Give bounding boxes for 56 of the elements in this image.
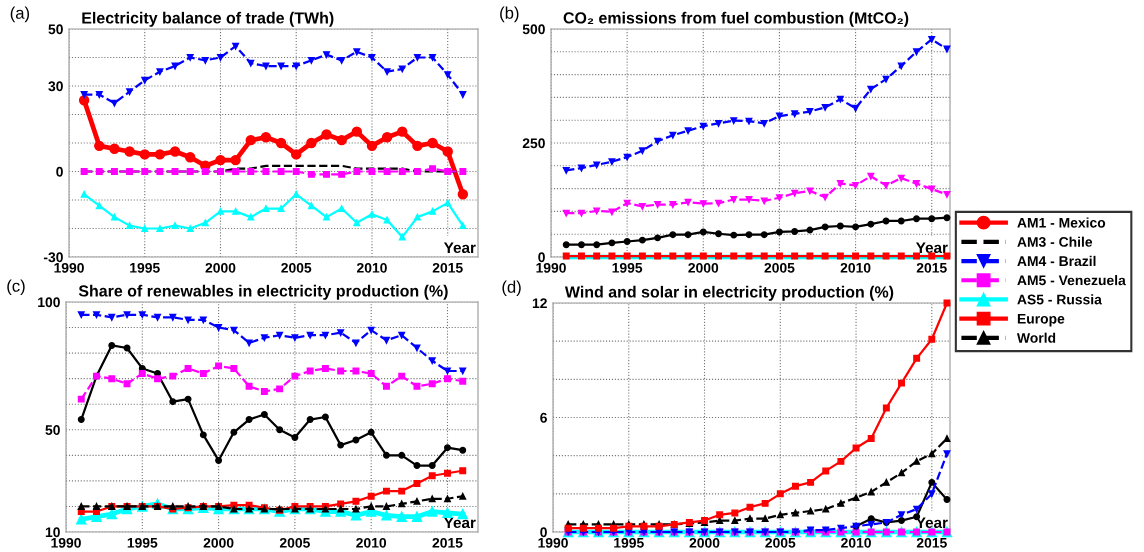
y-tick-label: 100: [38, 297, 60, 308]
text: (c): [7, 279, 25, 296]
legend-label: AM1 - Mexico: [1017, 217, 1106, 228]
x-tick-label: 2000: [688, 262, 719, 273]
legend-label: AM3 - Chile: [1017, 236, 1093, 247]
x-tick-label: 1990: [536, 262, 566, 273]
legend-label: World: [1016, 332, 1056, 343]
legend-label: AM5 - Venezuela: [1017, 275, 1126, 286]
x-tick-label: 1990: [51, 537, 81, 548]
x-tick-label: 2005: [765, 537, 796, 548]
y-tick-label: -30: [43, 252, 63, 263]
legend-label: Europe: [1017, 313, 1065, 327]
y-tick-label: 0: [56, 166, 63, 177]
y-tick-label: 0: [538, 252, 545, 263]
x-tick-label: 2010: [840, 262, 871, 273]
x-tick-label: 2000: [689, 537, 720, 548]
x-tick-label: 2005: [281, 262, 312, 273]
legend-label: AS5 - Russia: [1017, 294, 1102, 305]
x-tick-label: 1990: [538, 537, 568, 548]
x-tick-label: 1990: [54, 262, 84, 273]
x-tick-label: 2005: [764, 262, 795, 273]
chart-title: Share of renewables in electricity production (%): [78, 284, 448, 300]
y-tick-label: 12: [532, 298, 547, 309]
x-axis-title: Year: [443, 517, 476, 529]
x-tick-label: 2015: [432, 537, 463, 548]
y-tick-label: 30: [48, 81, 63, 92]
x-tick-label: 1995: [127, 537, 158, 548]
x-tick-label: 2000: [203, 537, 234, 548]
x-axis-title: Year: [915, 242, 948, 254]
x-tick-label: 2015: [916, 262, 947, 273]
x-tick-label: 1995: [614, 537, 644, 548]
text: (a): [10, 6, 30, 23]
chart-title: Wind and solar in electricity production (%): [564, 285, 894, 301]
x-tick-label: 2010: [841, 537, 871, 548]
x-axis-title: Year: [915, 517, 948, 529]
y-tick-label: 10: [45, 527, 60, 538]
chart-title: CO₂ emissions from fuel combustion (MtCO₂): [563, 11, 909, 27]
x-tick-label: 2000: [205, 262, 236, 273]
chart-title: Electricity balance of trade (TWh): [82, 11, 334, 27]
text: (d): [502, 280, 521, 297]
y-tick-label: 250: [522, 138, 545, 149]
y-tick-label: 50: [45, 425, 60, 435]
y-tick-label: 6: [540, 412, 547, 423]
text: (b): [500, 6, 519, 23]
legend-label: AM4 - Brazil: [1017, 255, 1096, 267]
x-tick-label: 2015: [432, 262, 463, 273]
x-tick-label: 2005: [279, 537, 310, 548]
x-tick-label: 1995: [130, 262, 160, 273]
x-axis-title: Year: [443, 242, 476, 254]
y-tick-label: 0: [540, 527, 547, 538]
y-tick-label: 500: [522, 24, 545, 35]
x-tick-label: 2010: [357, 262, 387, 273]
x-tick-label: 2010: [356, 537, 387, 548]
x-tick-label: 2015: [916, 537, 947, 548]
y-tick-label: 50: [48, 24, 63, 35]
x-tick-label: 1995: [612, 262, 643, 273]
